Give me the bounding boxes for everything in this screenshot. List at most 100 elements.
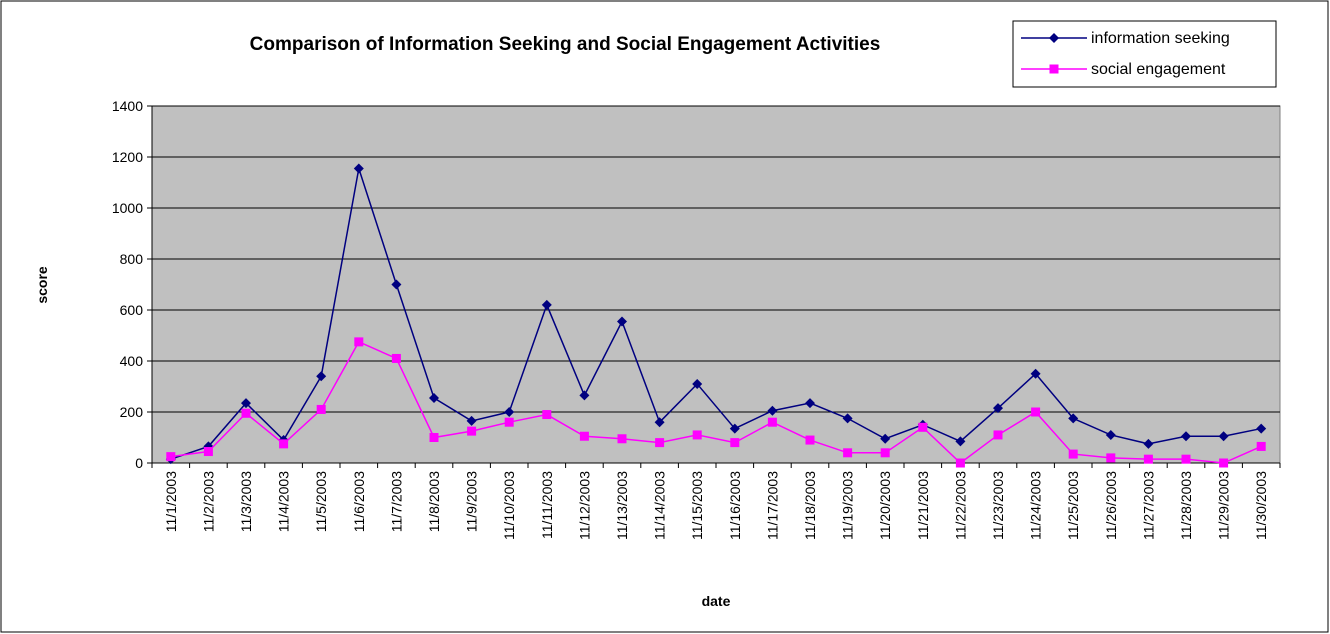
x-tick-label: 11/22/2003 [952, 471, 968, 540]
marker [880, 433, 891, 444]
legend [1012, 20, 1277, 88]
x-tick-label: 11/5/2003 [313, 471, 329, 532]
marker [391, 279, 402, 290]
marker [391, 353, 401, 363]
marker [316, 404, 326, 414]
marker [579, 431, 589, 441]
x-tick-label: 11/27/2003 [1140, 471, 1156, 540]
x-tick-label: 11/13/2003 [614, 471, 630, 540]
x-axis-label: date [702, 593, 731, 609]
x-tick-label: 11/16/2003 [727, 471, 743, 540]
x-tick-label: 11/25/2003 [1065, 471, 1081, 540]
marker [617, 316, 627, 327]
marker [1068, 413, 1079, 424]
x-tick-label: 11/19/2003 [840, 471, 856, 540]
x-tick-label: 11/10/2003 [501, 471, 517, 540]
chart-title: Comparison of Information Seeking and So… [250, 34, 881, 55]
marker [993, 430, 1003, 440]
marker [918, 422, 928, 432]
x-tick-label: 11/30/2003 [1253, 471, 1269, 540]
marker [166, 452, 176, 462]
x-tick-label: 11/15/2003 [689, 471, 705, 540]
x-tick-label: 11/3/2003 [238, 471, 254, 532]
y-tick-label: 200 [120, 404, 144, 420]
marker [241, 408, 251, 418]
marker [730, 438, 740, 448]
y-axis-label: score [34, 266, 50, 304]
marker [767, 405, 778, 416]
marker [805, 435, 815, 445]
marker [955, 436, 966, 447]
marker [541, 299, 552, 310]
marker [1031, 407, 1041, 417]
marker [1106, 453, 1116, 463]
x-tick-label: 11/6/2003 [351, 471, 367, 532]
y-tick-label: 1400 [112, 98, 143, 114]
y-tick-label: 0 [135, 455, 143, 471]
marker [504, 407, 515, 417]
marker [429, 433, 439, 442]
marker [429, 392, 439, 403]
x-tick-label: 11/26/2003 [1103, 471, 1119, 540]
marker [993, 403, 1003, 414]
marker [654, 417, 665, 428]
y-tick-label: 800 [120, 251, 144, 267]
marker [842, 413, 853, 424]
marker [692, 430, 702, 440]
x-tick-label: 11/1/2003 [163, 471, 179, 532]
marker [353, 163, 364, 174]
x-tick-label: 11/4/2003 [276, 471, 292, 532]
marker [467, 426, 477, 436]
series-line [170, 340, 1262, 464]
marker [1049, 33, 1059, 43]
x-tick-label: 11/21/2003 [915, 471, 931, 540]
series-line [170, 168, 1262, 460]
marker [1143, 438, 1154, 449]
marker [1256, 441, 1266, 451]
marker [655, 438, 665, 448]
x-tick-label: 11/20/2003 [877, 471, 893, 540]
y-tick-label: 600 [120, 302, 144, 318]
marker [1030, 368, 1041, 379]
x-tick-label: 11/14/2003 [652, 471, 668, 540]
marker [617, 434, 627, 444]
marker [466, 415, 477, 426]
y-tick-label: 400 [120, 353, 144, 369]
marker [316, 371, 327, 382]
y-tick-label: 1200 [112, 149, 143, 165]
marker [542, 410, 552, 420]
marker [1049, 64, 1059, 74]
x-tick-label: 11/9/2003 [464, 471, 480, 532]
marker [279, 439, 289, 449]
marker [1181, 454, 1191, 464]
legend-label: information seeking [1091, 30, 1230, 47]
y-tick-label: 1000 [112, 200, 143, 216]
x-tick-label: 11/12/2003 [576, 471, 592, 540]
marker [579, 390, 590, 401]
x-tick-label: 11/2/2003 [200, 471, 216, 532]
marker [504, 417, 514, 427]
marker [843, 448, 853, 458]
marker [1219, 458, 1229, 468]
legend-label: social engagement [1091, 61, 1226, 78]
x-tick-label: 11/17/2003 [764, 471, 780, 540]
marker [1218, 431, 1229, 442]
marker [805, 398, 815, 409]
marker [1256, 423, 1267, 434]
x-tick-label: 11/28/2003 [1178, 471, 1194, 540]
x-tick-label: 11/11/2003 [539, 471, 555, 539]
marker [955, 458, 965, 468]
x-tick-label: 11/29/2003 [1216, 471, 1232, 540]
x-tick-label: 11/24/2003 [1028, 471, 1044, 540]
marker [1105, 429, 1116, 440]
x-tick-label: 11/8/2003 [426, 471, 442, 532]
marker [880, 448, 890, 458]
marker [692, 378, 703, 389]
marker [1068, 449, 1078, 459]
marker [241, 398, 251, 409]
marker [203, 447, 213, 457]
x-tick-label: 11/23/2003 [990, 471, 1006, 540]
x-tick-label: 11/7/2003 [388, 471, 404, 532]
marker [729, 423, 740, 434]
